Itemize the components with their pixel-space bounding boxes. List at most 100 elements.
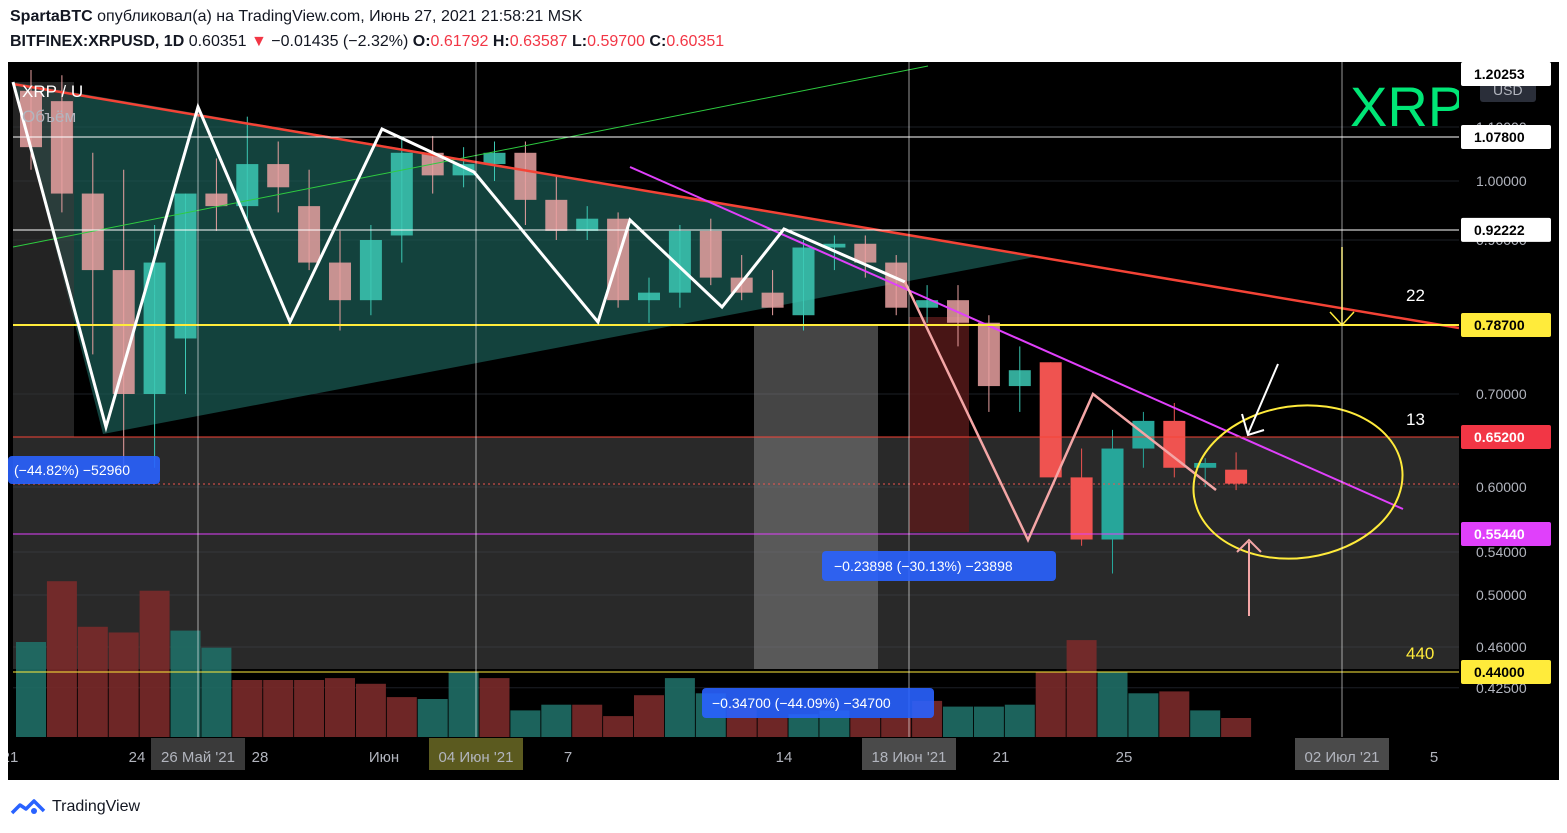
volume-bar (664, 678, 695, 737)
y-tick-label: 0.46000 (1476, 639, 1527, 655)
volume-bar (448, 672, 479, 737)
price-label-box[interactable] (1461, 425, 1551, 449)
volume-bar (201, 647, 232, 737)
volume-bar (1190, 710, 1221, 737)
measure-box-3[interactable] (702, 688, 934, 718)
x-tick-label: 21 (993, 749, 1010, 766)
price-label-box[interactable] (1461, 660, 1551, 684)
measure-box-1[interactable] (8, 456, 160, 484)
x-tick-highlight (151, 738, 245, 770)
chart-area[interactable]: XRP / U Объём XRP 22 13 440 (−44.82%) −5… (8, 62, 1559, 780)
drawings (11, 62, 1460, 737)
candle-body (761, 292, 784, 308)
level-label-22: 22 (1406, 286, 1425, 305)
volume-bar (232, 680, 263, 737)
white-wave-path (11, 81, 906, 433)
x-tick-highlight (862, 738, 956, 770)
price-label-box[interactable] (1461, 522, 1551, 546)
open-value: 0.61792 (430, 33, 489, 50)
y-tick-label: 0.50000 (1476, 587, 1527, 603)
volume-bar (943, 706, 973, 737)
tradingview-logo-icon[interactable] (10, 797, 46, 817)
x-tick-label: 7 (564, 749, 572, 766)
symbol-label: BITFINEX:XRPUSD, 1D (10, 33, 185, 50)
measure-label-3: −0.34700 (−44.09%) −34700 (712, 695, 891, 711)
volume-bar (386, 697, 417, 737)
last-price: 0.60351 (188, 33, 247, 50)
volume-bar (1159, 691, 1190, 737)
time-axis[interactable]: 21 24 26 Май '21 28 Июн 04 Июн '21 7 14 18 Июн '… (8, 737, 1559, 780)
legend-volume[interactable]: Объём (22, 107, 76, 126)
candle-body (390, 152, 413, 236)
candle-body (1225, 469, 1248, 484)
price-label-box[interactable] (1461, 313, 1551, 337)
candle-body (638, 292, 660, 301)
footer: TradingView (10, 795, 140, 819)
volume-bar (510, 710, 541, 737)
candle-body (205, 193, 228, 207)
candle-body (1163, 420, 1186, 468)
candle-body (483, 152, 506, 165)
volume-bar (1004, 704, 1035, 737)
author-name[interactable]: SpartaBTC (10, 8, 93, 25)
currency-label: USD (1493, 82, 1523, 98)
high-value: 0.63587 (509, 33, 568, 50)
volume-bar (294, 680, 325, 737)
close-label: C: (649, 33, 667, 50)
x-tick-label: 28 (252, 749, 269, 766)
candle-body (298, 206, 321, 263)
volume-bars (16, 581, 1252, 737)
candle-body (977, 322, 1000, 387)
candle-body (1070, 477, 1093, 540)
down-triangle-icon: ▼ (251, 33, 267, 50)
volume-bar (603, 716, 634, 737)
x-tick-label: 02 Июл '21 (1304, 749, 1379, 766)
pink-wave-path (903, 281, 1217, 543)
x-tick-label: Июн (369, 749, 399, 766)
y-tick-label: 0.70000 (1476, 386, 1527, 402)
candle-body (792, 247, 815, 316)
candle-body (50, 101, 73, 194)
highlight-circle (1192, 404, 1404, 560)
candle-body (1039, 362, 1062, 478)
red-trendline (12, 82, 1460, 330)
price-label: 1.20253 (1474, 66, 1525, 82)
candle-body (668, 230, 691, 293)
volume-bar (16, 642, 46, 737)
x-tick-label: 04 Июн '21 (439, 749, 514, 766)
volume-bar (139, 590, 170, 737)
measure-label-1: (−44.82%) −52960 (14, 462, 130, 478)
candle-body (1194, 462, 1217, 468)
x-tick-label: 25 (1116, 749, 1133, 766)
candle-body (452, 164, 475, 176)
chart-svg[interactable]: XRP / U Объём XRP 22 13 440 (−44.82%) −5… (8, 62, 1559, 780)
candle-body (236, 164, 259, 207)
candle-body (545, 199, 568, 231)
candle-body (112, 270, 135, 394)
measure-box-2[interactable] (822, 551, 1056, 581)
price-label: 0.55440 (1474, 526, 1525, 542)
price-label-box[interactable] (1461, 62, 1551, 86)
volume-bar (1066, 640, 1097, 737)
legend-symbol[interactable]: XRP / U (22, 82, 83, 101)
volume-bar (46, 581, 77, 737)
volume-bar (170, 630, 201, 737)
x-tick-label: 24 (129, 749, 146, 766)
volume-bar (973, 706, 1004, 737)
level-label-440: 440 (1406, 644, 1434, 663)
level-label-13: 13 (1406, 410, 1425, 429)
candle-body (1101, 448, 1124, 540)
price-label: 0.65200 (1474, 429, 1525, 445)
volume-bar (1221, 718, 1252, 737)
price-label-box[interactable] (1461, 125, 1551, 149)
price-label-box[interactable] (1461, 217, 1551, 242)
pink-arrow-head (1236, 538, 1262, 553)
candle-body (174, 193, 197, 339)
footer-brand[interactable]: TradingView (52, 798, 141, 815)
volume-bar (788, 714, 819, 737)
price-axis[interactable]: USD 0.425000.460000.500000.540000.600000… (1459, 62, 1559, 780)
volume-bar (572, 704, 603, 737)
x-tick-label: 5 (1430, 749, 1438, 766)
candle-body (576, 218, 599, 231)
publish-info: SpartaBTC опубликовал(а) на TradingView.… (10, 8, 582, 26)
